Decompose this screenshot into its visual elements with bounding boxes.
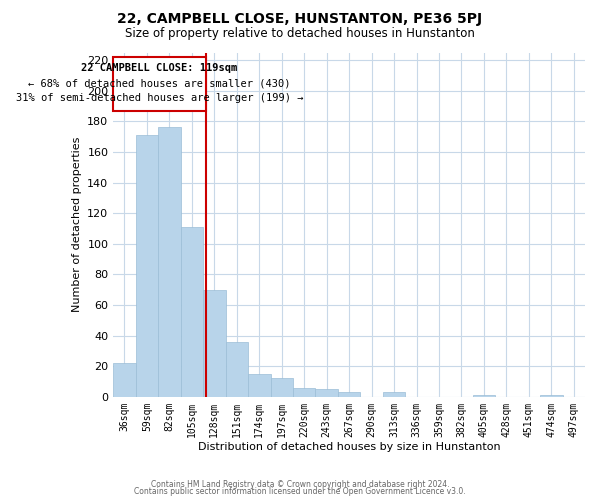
Bar <box>316 389 338 397</box>
Text: 22 CAMPBELL CLOSE: 119sqm: 22 CAMPBELL CLOSE: 119sqm <box>81 63 238 73</box>
Bar <box>158 128 181 397</box>
X-axis label: Distribution of detached houses by size in Hunstanton: Distribution of detached houses by size … <box>198 442 500 452</box>
Text: ← 68% of detached houses are smaller (430): ← 68% of detached houses are smaller (43… <box>28 78 290 88</box>
Bar <box>293 388 316 397</box>
Bar <box>113 363 136 397</box>
Bar <box>383 392 405 397</box>
Bar <box>248 374 271 397</box>
Text: Contains HM Land Registry data © Crown copyright and database right 2024.: Contains HM Land Registry data © Crown c… <box>151 480 449 489</box>
Text: 31% of semi-detached houses are larger (199) →: 31% of semi-detached houses are larger (… <box>16 94 303 104</box>
Bar <box>540 396 563 397</box>
Text: Contains public sector information licensed under the Open Government Licence v3: Contains public sector information licen… <box>134 487 466 496</box>
Bar <box>271 378 293 397</box>
Text: Size of property relative to detached houses in Hunstanton: Size of property relative to detached ho… <box>125 28 475 40</box>
FancyBboxPatch shape <box>113 57 206 110</box>
Bar <box>181 227 203 397</box>
Bar <box>136 135 158 397</box>
Text: 22, CAMPBELL CLOSE, HUNSTANTON, PE36 5PJ: 22, CAMPBELL CLOSE, HUNSTANTON, PE36 5PJ <box>118 12 482 26</box>
Bar <box>226 342 248 397</box>
Bar <box>473 396 495 397</box>
Bar <box>338 392 361 397</box>
Bar <box>203 290 226 397</box>
Y-axis label: Number of detached properties: Number of detached properties <box>71 137 82 312</box>
